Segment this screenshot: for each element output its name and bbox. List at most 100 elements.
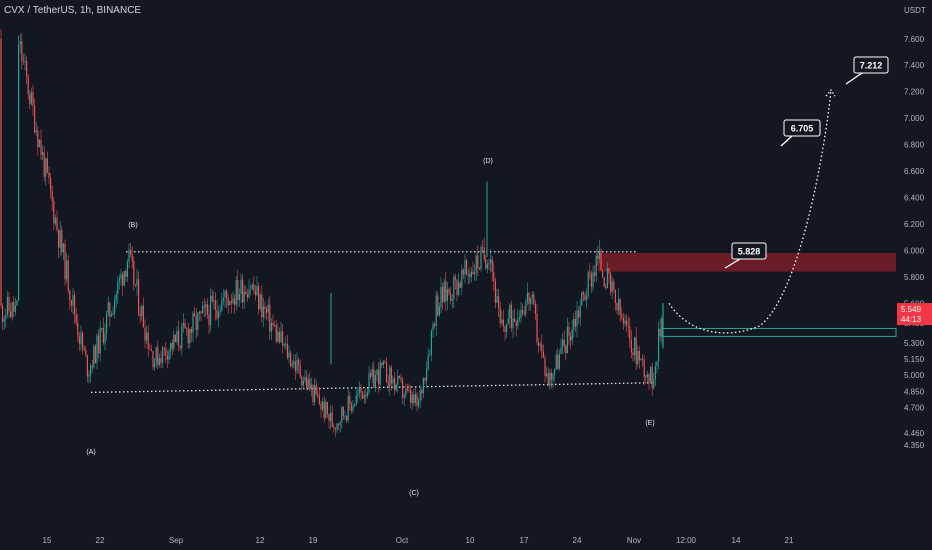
candle-body (453, 276, 455, 300)
candle-body (363, 395, 365, 399)
candle-body (501, 319, 503, 324)
candle-body (182, 322, 184, 326)
candle-body (114, 300, 116, 314)
resistance-callout-box[interactable] (731, 242, 767, 260)
resistance-callout-pointer (724, 258, 741, 269)
candle-body (627, 325, 629, 327)
candle-body (490, 259, 492, 264)
candle-body (502, 319, 504, 327)
candle-body (3, 318, 5, 322)
candle-body (320, 404, 322, 410)
price-tick-label: 6.800 (904, 141, 925, 150)
candle-body (235, 280, 237, 305)
candle-body (166, 355, 168, 360)
candle-body (395, 384, 397, 390)
candle-body (331, 412, 333, 427)
candle-body (54, 217, 56, 224)
candle-body (253, 284, 255, 291)
candle-body (336, 423, 338, 430)
candle-body (488, 263, 490, 265)
candle-body (518, 317, 520, 320)
candle-body (410, 390, 412, 403)
candle-body (480, 247, 482, 270)
candle-body (418, 400, 420, 406)
candle-body (293, 361, 295, 365)
candle-body (278, 331, 280, 343)
candle-body (218, 312, 220, 319)
candle-body (632, 352, 634, 355)
candle-body (618, 298, 620, 311)
candle-body (99, 328, 101, 354)
candle-body (277, 331, 279, 342)
candle-body (520, 310, 522, 318)
candle-body (466, 260, 468, 275)
candle-body (298, 359, 300, 365)
candle-body (605, 287, 607, 289)
projection-box[interactable] (662, 327, 897, 337)
time-tick-label: 12:00 (676, 536, 697, 545)
candle-body (142, 305, 144, 328)
candle-body (494, 280, 496, 303)
candle-body (274, 325, 276, 326)
candle-body (654, 366, 656, 380)
candle-body (282, 331, 284, 346)
time-tick-label: 24 (573, 536, 582, 545)
candle-body (485, 258, 487, 269)
candle-body (568, 326, 570, 336)
candle-body (643, 359, 645, 377)
candle-body (61, 230, 63, 253)
candle-body (232, 298, 234, 304)
candle-body (168, 350, 170, 360)
candle-body (419, 389, 421, 401)
target1-callout-box[interactable] (783, 119, 821, 137)
candle-body (424, 377, 426, 381)
lower-trendline[interactable] (90, 382, 656, 394)
candle-body (66, 260, 68, 280)
candle-body (437, 295, 439, 316)
candle-body (338, 423, 340, 425)
candle-body (150, 349, 152, 352)
price-tick-label: 6.200 (904, 220, 925, 229)
candle-body (579, 305, 581, 318)
candle-body (541, 344, 543, 352)
candle-body (523, 312, 525, 315)
candle-body (157, 347, 159, 365)
resistance-zone[interactable] (598, 253, 896, 272)
candle-body (67, 260, 69, 291)
candle-body (373, 368, 375, 388)
candle-body (147, 332, 149, 349)
candle-body (149, 348, 151, 350)
candle-body (56, 217, 58, 230)
candle-body (224, 291, 226, 298)
candle-body (304, 376, 306, 381)
candle-body (165, 348, 167, 356)
candle-body (138, 279, 140, 314)
candle-body (21, 41, 23, 61)
candle-body (72, 295, 74, 306)
candle-body (38, 139, 40, 147)
candle-body (578, 310, 580, 318)
projection-path[interactable] (668, 90, 832, 334)
candle-body (630, 340, 632, 353)
candle-body (10, 311, 12, 318)
candle-body (387, 382, 389, 388)
candle-body (122, 274, 124, 286)
candle-body (334, 427, 336, 430)
candle-body (75, 314, 77, 323)
candle-body (626, 320, 628, 326)
candle-body (442, 286, 444, 303)
candle-body (62, 243, 64, 253)
candle-body (341, 406, 343, 423)
candle-body (195, 316, 197, 331)
candle-body (243, 291, 245, 303)
candle-body (368, 373, 370, 393)
target2-callout-pointer (845, 72, 863, 85)
candle-body (2, 305, 4, 322)
candle-body (648, 374, 650, 382)
candle-body (493, 272, 495, 281)
candle-body (285, 343, 287, 345)
candle-body (651, 366, 653, 388)
candle-body (546, 373, 548, 376)
target2-callout-box[interactable] (853, 56, 889, 74)
